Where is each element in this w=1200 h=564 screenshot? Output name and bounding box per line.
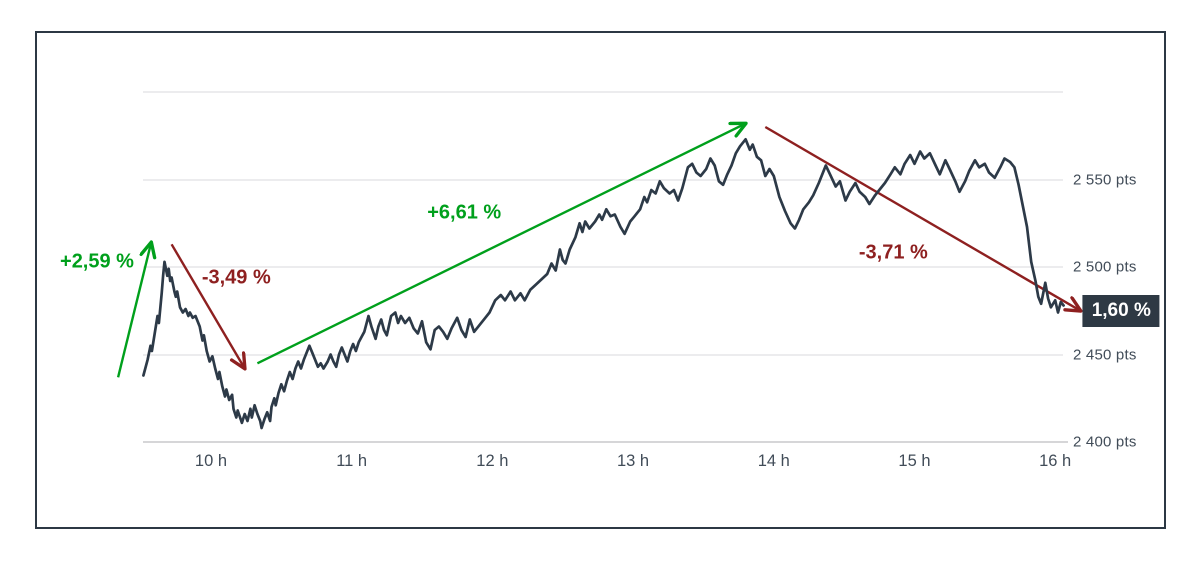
x-axis-tick-label: 16 h [1039, 452, 1072, 470]
price-line-series [142, 137, 1065, 430]
x-axis-tick-label: 12 h [476, 452, 509, 470]
trend-arrow-seg4 [764, 125, 1080, 311]
gridline [143, 178, 1063, 181]
x-axis-tick-label: 10 h [194, 452, 228, 470]
y-axis-tick-label: 2 400 pts [1073, 433, 1137, 451]
loss-label-1: -3,49 % [201, 266, 271, 288]
final-change-badge: 1,60 % [1082, 294, 1160, 327]
x-axis-tick-label: 15 h [898, 452, 931, 470]
trend-arrows [116, 124, 1080, 378]
gain-label-1: +2,59 % [60, 250, 134, 273]
gridline [143, 353, 1063, 356]
y-axis-tick-label: 2 500 pts [1073, 258, 1137, 276]
x-axis-tick-label: 14 h [757, 452, 790, 470]
trend-arrow-seg1 [116, 243, 151, 378]
chart-card: 2 550 pts 2 500 pts 2 450 pts 2 400 pts 10 … [35, 31, 1166, 529]
y-axis-tick-label: 2 550 pts [1073, 171, 1137, 188]
gridline [143, 91, 1063, 93]
x-axis-tick-label: 11 h [336, 452, 368, 470]
gridline [143, 266, 1063, 268]
loss-label-2: -3,71 % [858, 241, 928, 264]
trend-arrow-seg2 [170, 243, 245, 368]
x-axis-tick-label: 13 h [616, 452, 650, 470]
trend-arrow-seg3 [256, 124, 745, 365]
y-axis-tick-label: 2 450 pts [1073, 346, 1137, 363]
x-axis-baseline [143, 441, 1068, 443]
gain-label-2: +6,61 % [427, 201, 502, 224]
